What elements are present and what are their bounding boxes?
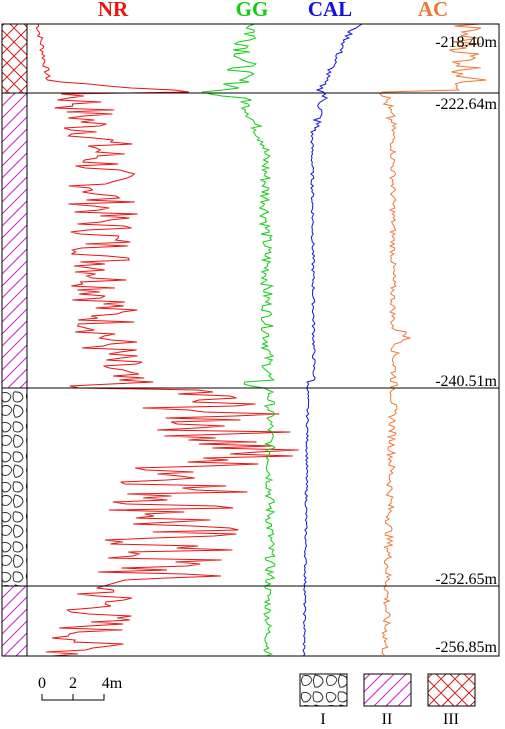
depth-label: -252.65m xyxy=(435,571,497,588)
legend-label: II xyxy=(382,711,393,728)
scale-label: 4m xyxy=(102,675,123,692)
depth-label: -256.85m xyxy=(435,639,497,656)
lithology-iii xyxy=(2,24,27,93)
lithology-ii xyxy=(2,586,27,656)
legend-swatch-i xyxy=(299,673,348,707)
nr-header: NR xyxy=(98,0,129,21)
scale-label: 2 xyxy=(69,675,77,692)
ac-header: AC xyxy=(418,0,448,21)
gg-curve xyxy=(201,23,276,657)
lithology-i xyxy=(2,388,27,586)
scale-bar xyxy=(41,694,105,701)
legend-label: III xyxy=(443,711,459,728)
nr-curve xyxy=(35,23,299,657)
legend-swatch-iii xyxy=(427,673,476,707)
log-frame xyxy=(1,23,500,657)
lithology-ii xyxy=(2,93,27,388)
legend-label: I xyxy=(320,711,325,728)
ac-curve xyxy=(379,23,487,656)
cal-header: CAL xyxy=(308,0,352,21)
scale-label: 0 xyxy=(38,675,46,692)
gg-header: GG xyxy=(236,0,269,21)
boundaries xyxy=(2,92,499,587)
depth-label: -222.64m xyxy=(435,96,497,113)
depth-label: -218.40m xyxy=(435,34,497,51)
legend-swatch-ii xyxy=(363,673,412,707)
cal-curve xyxy=(302,23,363,657)
depth-label: -240.51m xyxy=(435,373,497,390)
